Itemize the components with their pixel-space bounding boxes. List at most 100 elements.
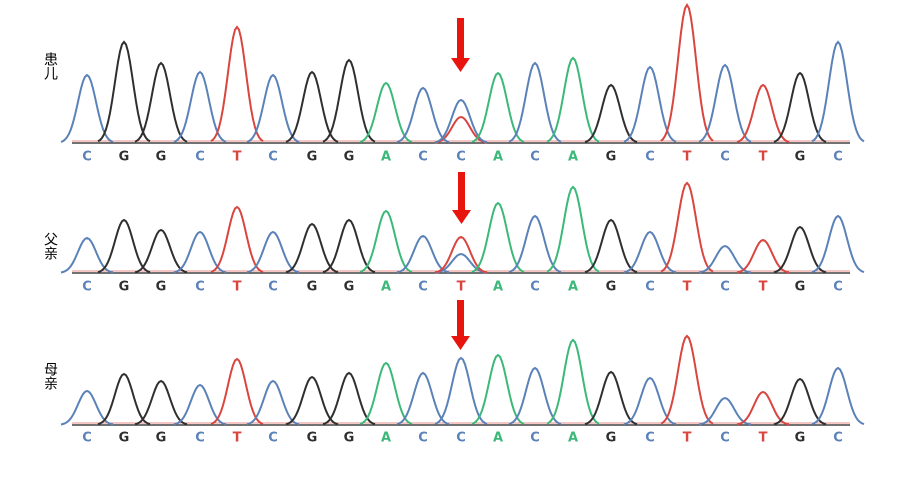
peak: [134, 61, 188, 143]
base-call: C: [456, 150, 466, 165]
peak: [698, 244, 752, 274]
sample-label: 母亲: [42, 362, 58, 390]
peak: [736, 83, 790, 144]
peak: [210, 205, 264, 273]
peak: [134, 228, 188, 274]
base-call: C: [530, 431, 540, 446]
peak: [660, 3, 714, 142]
base-call: G: [307, 280, 318, 295]
peak: [285, 70, 339, 143]
peak: [359, 209, 413, 273]
base-call: A: [568, 280, 578, 295]
base-call: G: [344, 431, 355, 446]
base-call: C: [268, 431, 278, 446]
base-call: C: [418, 431, 428, 446]
peak: [546, 56, 600, 143]
peak: [246, 230, 300, 274]
base-call: T: [759, 431, 768, 446]
peak: [698, 396, 752, 426]
base-call: C: [530, 280, 540, 295]
base-call: C: [645, 431, 655, 446]
peak: [508, 214, 562, 274]
base-call: T: [759, 150, 768, 165]
sample-label: 父亲: [42, 232, 58, 260]
base-call: G: [307, 150, 318, 165]
arrow-head: [451, 58, 470, 72]
base-call: G: [156, 431, 167, 446]
peak: [97, 218, 151, 274]
peak: [359, 81, 413, 144]
base-call: C: [720, 280, 730, 295]
peak: [471, 201, 525, 273]
base-call: A: [381, 150, 391, 165]
peak: [811, 366, 865, 426]
peak: [773, 225, 827, 274]
peak: [210, 25, 264, 142]
peak: [660, 181, 714, 273]
peak: [623, 230, 677, 274]
base-call: C: [645, 150, 655, 165]
base-call: C: [82, 150, 92, 165]
base-call: G: [795, 150, 806, 165]
peak: [396, 234, 450, 274]
base-call: C: [720, 150, 730, 165]
base-call: A: [493, 431, 503, 446]
base-call: A: [568, 431, 578, 446]
peak: [698, 63, 752, 143]
base-call: T: [233, 431, 242, 446]
base-call: C: [195, 431, 205, 446]
peak: [97, 40, 151, 143]
peak: [773, 71, 827, 143]
base-call: C: [268, 280, 278, 295]
peak: [246, 73, 300, 143]
base-call: G: [344, 150, 355, 165]
base-call: G: [344, 280, 355, 295]
peak: [584, 370, 638, 426]
base-call: C: [418, 150, 428, 165]
base-call: T: [233, 280, 242, 295]
base-call: A: [381, 431, 391, 446]
peak: [508, 366, 562, 426]
peak: [623, 376, 677, 426]
peak: [811, 214, 865, 274]
peak: [660, 334, 714, 425]
base-call: G: [606, 150, 617, 165]
arrow-shaft: [457, 300, 464, 338]
peak: [246, 379, 300, 426]
base-call: C: [82, 431, 92, 446]
base-call: T: [233, 150, 242, 165]
peak: [322, 58, 376, 143]
base-call: G: [156, 150, 167, 165]
base-call: C: [456, 431, 466, 446]
peak: [546, 338, 600, 425]
peak: [97, 372, 151, 426]
base-call: G: [606, 280, 617, 295]
base-call: T: [759, 280, 768, 295]
base-call: G: [795, 280, 806, 295]
peak: [396, 371, 450, 426]
base-call: T: [457, 280, 466, 295]
peak: [285, 222, 339, 274]
peak: [546, 185, 600, 273]
base-call: A: [493, 150, 503, 165]
peak: [285, 375, 339, 426]
base-call: A: [493, 280, 503, 295]
base-call: C: [195, 150, 205, 165]
base-call: G: [119, 280, 130, 295]
base-call: T: [683, 431, 692, 446]
peak: [584, 83, 638, 144]
base-call: C: [82, 280, 92, 295]
arrow-head: [452, 210, 471, 224]
peak: [471, 71, 525, 143]
base-call: C: [645, 280, 655, 295]
base-call: C: [268, 150, 278, 165]
peak: [396, 86, 450, 144]
base-call: C: [833, 431, 843, 446]
base-call: A: [568, 150, 578, 165]
base-call: T: [683, 280, 692, 295]
peak: [210, 357, 264, 425]
base-call: C: [833, 280, 843, 295]
peak: [322, 218, 376, 274]
arrows: [451, 18, 471, 350]
